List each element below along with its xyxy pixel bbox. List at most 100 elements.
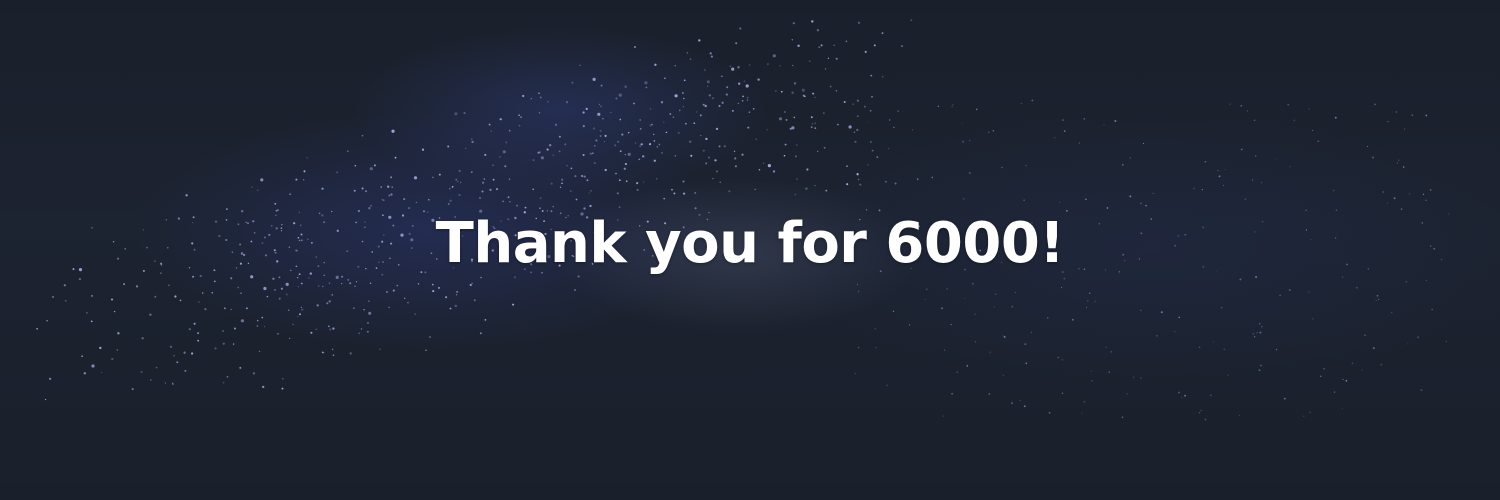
star bbox=[204, 308, 207, 311]
star bbox=[1061, 359, 1064, 361]
star bbox=[298, 273, 301, 276]
star bbox=[583, 207, 586, 210]
star bbox=[539, 197, 542, 200]
star bbox=[564, 239, 567, 242]
star bbox=[520, 116, 522, 118]
star bbox=[1138, 258, 1141, 260]
star bbox=[559, 212, 562, 214]
star bbox=[295, 249, 298, 252]
star bbox=[1129, 195, 1132, 198]
star bbox=[509, 200, 511, 203]
star bbox=[572, 255, 575, 258]
star bbox=[848, 125, 852, 129]
star bbox=[1238, 414, 1241, 417]
star bbox=[994, 293, 997, 296]
star bbox=[428, 198, 430, 201]
star bbox=[656, 146, 659, 148]
star bbox=[349, 352, 352, 355]
star bbox=[741, 100, 744, 102]
star bbox=[354, 164, 357, 167]
star bbox=[479, 209, 483, 213]
star bbox=[1319, 375, 1322, 377]
star bbox=[499, 156, 501, 158]
star bbox=[669, 113, 672, 115]
star bbox=[811, 122, 814, 125]
star bbox=[856, 99, 859, 102]
star bbox=[1239, 278, 1242, 281]
star bbox=[331, 294, 333, 296]
star bbox=[124, 248, 126, 250]
star bbox=[414, 313, 417, 315]
star bbox=[634, 46, 636, 48]
star bbox=[585, 107, 588, 111]
star bbox=[974, 313, 976, 315]
star bbox=[417, 283, 420, 285]
star bbox=[599, 135, 602, 137]
star bbox=[273, 249, 276, 252]
star bbox=[504, 165, 507, 168]
star bbox=[193, 322, 196, 325]
star bbox=[864, 50, 867, 54]
star bbox=[438, 217, 441, 219]
star bbox=[160, 272, 162, 274]
star bbox=[323, 274, 325, 277]
star bbox=[1030, 331, 1033, 334]
star bbox=[718, 145, 721, 148]
star bbox=[463, 112, 466, 115]
star bbox=[256, 189, 259, 192]
star bbox=[910, 267, 912, 270]
star bbox=[585, 216, 589, 219]
star bbox=[226, 376, 229, 378]
star bbox=[241, 253, 243, 255]
star bbox=[389, 257, 391, 259]
star bbox=[391, 129, 395, 133]
star bbox=[358, 332, 361, 335]
star bbox=[278, 297, 281, 300]
star bbox=[766, 129, 768, 131]
star bbox=[589, 152, 592, 155]
star bbox=[1202, 226, 1205, 229]
star bbox=[1341, 408, 1343, 410]
star bbox=[1150, 218, 1153, 220]
star bbox=[614, 144, 617, 147]
star bbox=[1011, 402, 1013, 404]
star bbox=[619, 150, 622, 153]
star bbox=[541, 271, 543, 274]
star bbox=[1256, 332, 1258, 334]
star bbox=[808, 60, 811, 62]
star bbox=[665, 131, 668, 134]
star bbox=[478, 196, 482, 200]
star bbox=[682, 226, 685, 229]
star bbox=[683, 97, 685, 100]
star bbox=[975, 108, 978, 111]
star bbox=[471, 140, 474, 144]
star bbox=[421, 148, 425, 151]
star bbox=[613, 238, 616, 240]
star bbox=[239, 243, 242, 246]
star bbox=[653, 159, 656, 162]
star bbox=[1216, 270, 1218, 272]
star bbox=[683, 79, 686, 82]
star bbox=[616, 192, 619, 195]
star bbox=[661, 152, 663, 154]
star bbox=[601, 260, 604, 263]
star bbox=[387, 185, 390, 188]
star bbox=[725, 93, 728, 96]
star bbox=[323, 221, 325, 223]
star bbox=[1400, 208, 1403, 210]
star bbox=[546, 210, 548, 212]
star bbox=[360, 328, 363, 330]
star bbox=[1173, 330, 1176, 333]
star bbox=[367, 330, 369, 333]
star bbox=[574, 175, 577, 178]
star bbox=[706, 218, 709, 221]
star bbox=[1088, 292, 1091, 295]
star bbox=[413, 176, 418, 180]
star bbox=[222, 342, 225, 345]
star bbox=[586, 179, 589, 182]
star bbox=[516, 249, 519, 252]
star bbox=[1181, 396, 1183, 398]
star bbox=[702, 103, 705, 106]
star bbox=[306, 238, 309, 241]
star bbox=[806, 168, 809, 171]
